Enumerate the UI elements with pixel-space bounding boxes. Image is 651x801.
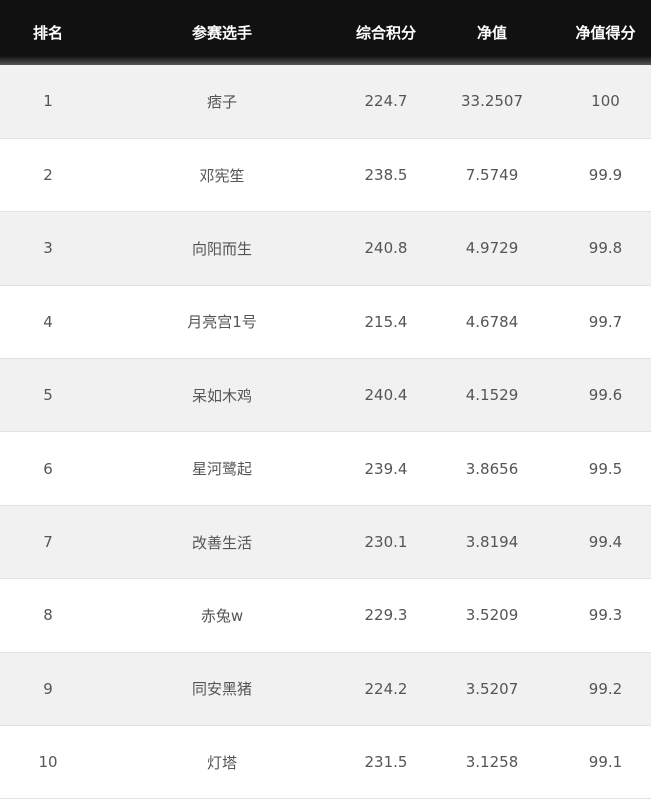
rank-cell: 9 — [43, 679, 53, 698]
rank-cell: 8 — [43, 606, 53, 625]
table-row: 5 呆如木鸡 240.4 4.1529 99.6 — [0, 358, 651, 432]
nav-score-cell: 99.8 — [588, 239, 623, 258]
total-score-cell: 231.5 — [364, 753, 408, 772]
player-cell: 赤兔w — [200, 606, 244, 625]
nav-cell: 4.1529 — [465, 386, 519, 405]
total-score-cell: 230.1 — [364, 533, 408, 552]
nav-cell: 4.9729 — [465, 239, 519, 258]
nav-cell: 3.5209 — [465, 606, 519, 625]
nav-score-cell: 99.7 — [588, 312, 623, 331]
table-row: 3 向阳而生 240.8 4.9729 99.8 — [0, 211, 651, 286]
nav-score-cell: 99.5 — [588, 459, 623, 478]
nav-score-cell: 99.3 — [588, 606, 623, 625]
header-nav: 净值 — [476, 24, 507, 42]
nav-score-cell: 100 — [591, 92, 620, 111]
header-rank: 排名 — [32, 24, 63, 42]
header-player: 参赛选手 — [191, 24, 252, 42]
total-score-cell: 215.4 — [364, 312, 408, 331]
nav-cell: 33.2507 — [460, 92, 524, 111]
table-row: 9 同安黑猪 224.2 3.5207 99.2 — [0, 652, 651, 726]
total-score-cell: 239.4 — [364, 459, 408, 478]
player-cell: 呆如木鸡 — [191, 386, 252, 405]
player-cell: 星河鹭起 — [191, 460, 252, 479]
rank-cell: 4 — [43, 312, 53, 331]
nav-score-cell: 99.9 — [588, 166, 623, 185]
nav-cell: 3.8656 — [465, 459, 519, 478]
total-score-cell: 229.3 — [364, 606, 408, 625]
table-row: 6 星河鹭起 239.4 3.8656 99.5 — [0, 432, 651, 506]
rank-cell: 5 — [43, 386, 53, 405]
rank-cell: 3 — [43, 239, 53, 258]
nav-score-cell: 99.6 — [588, 386, 623, 405]
nav-cell: 3.8194 — [465, 533, 519, 552]
rank-cell: 10 — [38, 753, 58, 772]
total-score-cell: 240.8 — [364, 239, 408, 258]
player-cell: 同安黑猪 — [191, 680, 252, 699]
table-row: 2 邓宪笙 238.5 7.5749 99.9 — [0, 138, 651, 212]
total-score-cell: 238.5 — [364, 166, 408, 185]
table-row: 1 痞子 224.7 33.2507 100 — [0, 65, 651, 139]
player-cell: 痞子 — [206, 92, 237, 111]
nav-cell: 3.1258 — [465, 753, 519, 772]
header-nav-score: 净值得分 — [575, 24, 636, 42]
player-cell: 邓宪笙 — [199, 166, 245, 185]
table-body: 1 痞子 224.7 33.2507 100 2 邓宪笙 238.5 7.5749 99.9 3 向阳… — [0, 65, 651, 799]
table-row: 7 改善生活 230.1 3.8194 99.4 — [0, 505, 651, 579]
nav-cell: 4.6784 — [465, 312, 519, 331]
player-cell: 改善生活 — [191, 533, 252, 552]
player-cell: 灯塔 — [206, 753, 237, 772]
header-total-score: 综合积分 — [355, 24, 416, 42]
nav-cell: 7.5749 — [465, 166, 519, 185]
nav-score-cell: 99.4 — [588, 533, 623, 552]
table-header: 排名 参赛选手 综合积分 净值 净值得分 — [0, 0, 651, 65]
nav-cell: 3.5207 — [465, 679, 519, 698]
table-row: 10 灯塔 231.5 3.1258 99.1 — [0, 726, 651, 799]
total-score-cell: 224.7 — [364, 92, 408, 111]
player-cell: 月亮宫1号 — [187, 313, 257, 332]
total-score-cell: 240.4 — [364, 386, 408, 405]
player-cell: 向阳而生 — [191, 239, 252, 258]
nav-score-cell: 99.2 — [588, 679, 623, 698]
rank-cell: 6 — [43, 459, 53, 478]
total-score-cell: 224.2 — [364, 679, 408, 698]
table-row: 8 赤兔w 229.3 3.5209 99.3 — [0, 579, 651, 653]
table-row: 4 月亮宫1号 215.4 4.6784 99.7 — [0, 285, 651, 359]
rank-cell: 2 — [43, 166, 53, 185]
nav-score-cell: 99.1 — [588, 753, 623, 772]
rank-cell: 1 — [43, 92, 53, 111]
rank-cell: 7 — [43, 533, 53, 552]
